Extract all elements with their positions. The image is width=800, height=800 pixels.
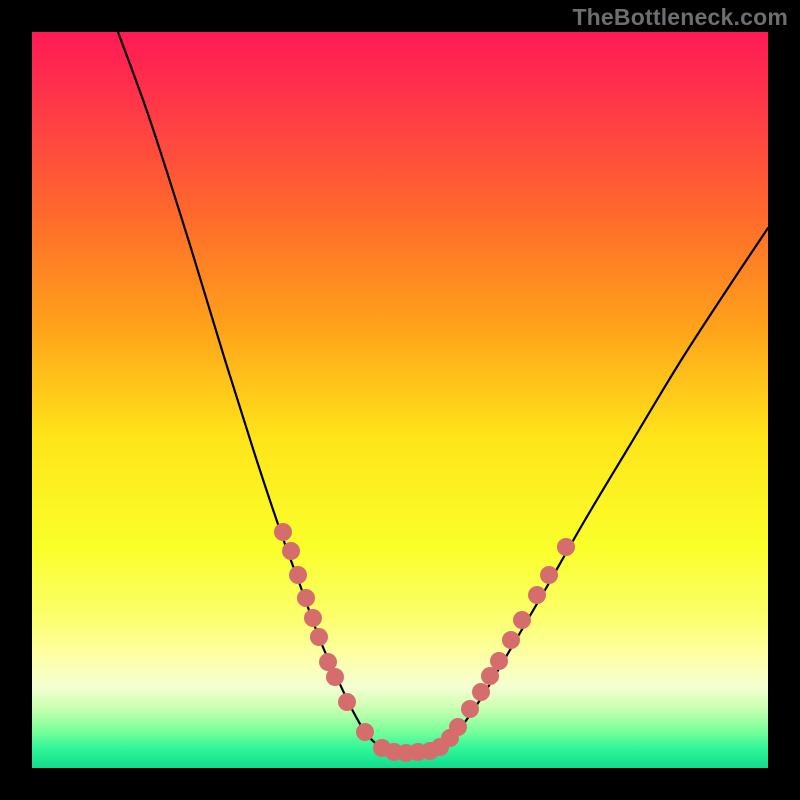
data-point — [490, 652, 508, 670]
data-point — [274, 523, 292, 541]
data-point — [304, 609, 322, 627]
data-point — [481, 667, 499, 685]
data-point — [461, 700, 479, 718]
chart-stage: TheBottleneck.com — [0, 0, 800, 800]
data-point — [289, 566, 307, 584]
data-point — [557, 538, 575, 556]
data-point — [502, 631, 520, 649]
data-point — [513, 611, 531, 629]
data-point — [297, 589, 315, 607]
data-point — [338, 693, 356, 711]
data-point — [472, 683, 490, 701]
data-point — [356, 723, 374, 741]
data-point — [449, 718, 467, 736]
bottleneck-chart — [0, 0, 800, 800]
data-point — [282, 542, 300, 560]
data-point — [540, 566, 558, 584]
data-point — [310, 628, 328, 646]
data-point — [326, 668, 344, 686]
data-point — [528, 586, 546, 604]
